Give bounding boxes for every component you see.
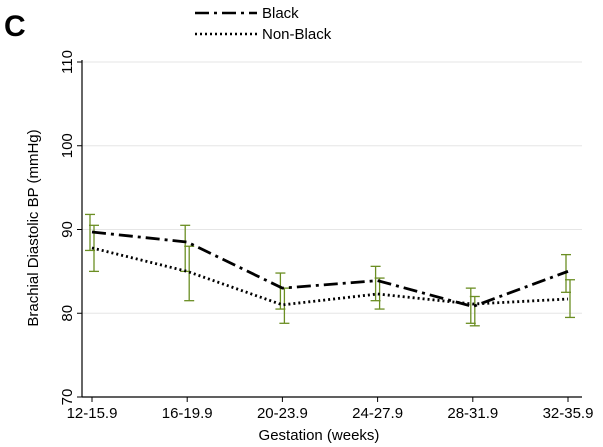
y-tick-label-80: 80 bbox=[59, 305, 76, 322]
panel-label: C bbox=[4, 10, 26, 43]
x-tick-label-0: 12-15.9 bbox=[67, 405, 118, 422]
x-tick-label-2: 20-23.9 bbox=[257, 405, 308, 422]
axes bbox=[81, 60, 582, 398]
x-axis-label: Gestation (weeks) bbox=[259, 427, 380, 444]
series-line-non-black bbox=[91, 246, 569, 307]
x-tick-label-3: 24-27.9 bbox=[352, 405, 403, 422]
legend-label-non-black: Non-Black bbox=[262, 26, 332, 43]
x-tick-label-4: 28-31.9 bbox=[447, 405, 498, 422]
x-tick-label-5: 32-35.9 bbox=[543, 405, 594, 422]
error-bars bbox=[85, 213, 575, 327]
y-tick-label-110: 110 bbox=[59, 50, 76, 74]
legend: Black Non-Black bbox=[195, 5, 332, 43]
y-tick-label-100: 100 bbox=[59, 133, 76, 158]
x-tick-label-1: 16-19.9 bbox=[162, 405, 213, 422]
legend-label-black: Black bbox=[262, 5, 299, 22]
y-axis-ticks: 70 80 90 100 110 bbox=[59, 50, 82, 405]
series-line-black bbox=[91, 230, 569, 308]
y-axis-label: Brachial Diastolic BP (mmHg) bbox=[25, 129, 42, 326]
series-lines bbox=[91, 230, 569, 308]
x-axis-ticks: 12-15.9 16-19.9 20-23.9 24-27.9 28-31.9 32-35… bbox=[67, 397, 594, 422]
y-tick-label-90: 90 bbox=[59, 221, 76, 238]
gridlines bbox=[82, 61, 582, 314]
y-tick-label-70: 70 bbox=[59, 389, 76, 406]
